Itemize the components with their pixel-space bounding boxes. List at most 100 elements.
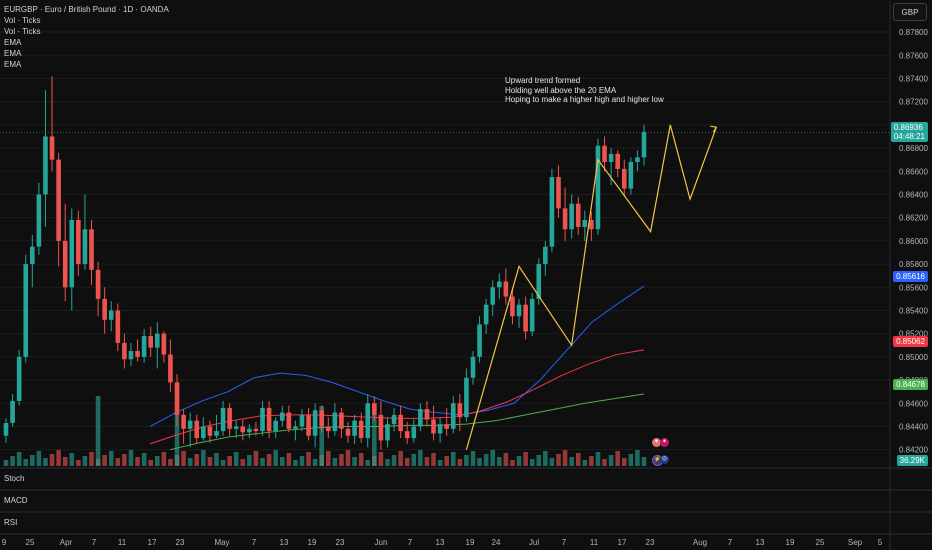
- price-tick-label: 0.86400: [899, 190, 928, 199]
- candle-body: [404, 431, 410, 439]
- price-tick-label: 0.87200: [899, 98, 928, 107]
- volume-bar: [483, 454, 489, 466]
- candle-body: [575, 203, 581, 227]
- volume-bar: [569, 457, 574, 466]
- volume-bar: [82, 456, 88, 466]
- candle-body: [372, 403, 377, 415]
- volume-bar: [102, 455, 107, 466]
- volume-bar: [549, 458, 555, 466]
- volume-bar: [161, 452, 167, 466]
- candle-body: [549, 177, 555, 247]
- stoch-pane-label[interactable]: Stoch: [4, 474, 25, 483]
- arrow-head: [710, 125, 718, 133]
- volume-bar: [437, 460, 443, 466]
- volume-bar: [562, 450, 568, 466]
- candle-body: [556, 177, 561, 209]
- flag-eu-icon[interactable]: ✶: [652, 438, 661, 447]
- time-tick-label: 13: [756, 538, 765, 547]
- volume-bar: [122, 454, 127, 466]
- volume-bar: [273, 450, 278, 466]
- volume-bar: [174, 412, 180, 466]
- volume-bar: [332, 458, 338, 466]
- rsi-pane-label[interactable]: RSI: [4, 518, 18, 527]
- indicator-ema-1[interactable]: EMA: [4, 38, 22, 47]
- volume-bar: [589, 456, 594, 466]
- volume-bar: [582, 460, 588, 466]
- candle-body: [457, 403, 463, 418]
- candle-body: [496, 281, 502, 288]
- candle-body: [562, 208, 568, 230]
- volume-bar: [490, 450, 496, 466]
- volume-bar: [424, 457, 430, 466]
- indicator-vol-2[interactable]: Vol · Ticks: [4, 27, 41, 36]
- volume-bar: [266, 454, 272, 466]
- candle-body: [536, 264, 542, 299]
- macd-pane-label[interactable]: MACD: [4, 496, 28, 505]
- volume-bar: [398, 451, 403, 466]
- time-tick-label: 7: [92, 538, 97, 547]
- time-tick-label: 9: [2, 538, 7, 547]
- ema-red-badge: 0.85062: [893, 336, 928, 347]
- volume-bar: [404, 458, 410, 466]
- volume-bars: [3, 396, 647, 466]
- volume-bar: [529, 459, 535, 466]
- candle-body: [56, 159, 61, 241]
- volume-bar: [477, 458, 482, 466]
- volume-bar: [220, 460, 226, 466]
- candle-body: [510, 296, 515, 317]
- volume-bar: [214, 453, 219, 466]
- zigzag-path: [465, 124, 717, 450]
- candle-body: [286, 412, 292, 429]
- time-tick-label: Jun: [375, 538, 388, 547]
- grid-lines: [0, 31, 890, 451]
- price-tick-label: 0.87600: [899, 51, 928, 60]
- flag-gb-icon[interactable]: ✶: [660, 438, 669, 447]
- time-tick-label: 25: [26, 538, 35, 547]
- price-tick-label: 0.85600: [899, 283, 928, 292]
- candle-body: [470, 356, 476, 378]
- price-axis: 0.878000.876000.874000.872000.870000.868…: [899, 28, 928, 455]
- candle-body: [339, 412, 344, 429]
- symbol-title[interactable]: EURGBP · Euro / British Pound · 1D · OAN…: [4, 5, 169, 14]
- candle-body: [161, 333, 167, 355]
- candle-body: [431, 419, 436, 434]
- time-tick-label: 11: [590, 538, 599, 547]
- volume-bar: [450, 452, 456, 466]
- indicator-ema-3[interactable]: EMA: [4, 60, 22, 69]
- candle-body: [516, 304, 522, 317]
- volume-bar: [496, 457, 502, 466]
- volume-bar: [352, 457, 357, 466]
- time-tick-label: 24: [492, 538, 501, 547]
- candle-body: [89, 229, 94, 270]
- time-tick-label: 19: [466, 538, 475, 547]
- candle-body: [207, 426, 213, 436]
- candle-body: [181, 414, 186, 429]
- indicator-vol-1[interactable]: Vol · Ticks: [4, 16, 41, 25]
- candle-body: [233, 426, 239, 429]
- candle-body: [450, 403, 456, 429]
- news-icon[interactable]: ◎: [660, 455, 669, 464]
- candle-body: [69, 219, 75, 288]
- volume-bar: [319, 406, 325, 466]
- volume-bar: [89, 452, 94, 466]
- volume-bar: [365, 460, 371, 466]
- volume-bar: [128, 450, 134, 466]
- candle-body: [437, 424, 443, 434]
- volume-bar: [575, 453, 581, 466]
- candle-body: [23, 264, 29, 357]
- volume-bar: [279, 457, 285, 466]
- candle-body: [418, 409, 423, 427]
- currency-button[interactable]: GBP: [893, 3, 927, 21]
- price-tick-label: 0.86600: [899, 167, 928, 176]
- candle-body: [621, 168, 627, 189]
- price-tick-label: 0.84400: [899, 422, 928, 431]
- indicator-ema-2[interactable]: EMA: [4, 49, 22, 58]
- time-tick-label: 17: [618, 538, 627, 547]
- volume-bar: [536, 455, 542, 466]
- time-tick-label: 19: [308, 538, 317, 547]
- volume-bar: [247, 455, 252, 466]
- annotation-line-3: Hoping to make a higher high and higher …: [505, 95, 664, 104]
- candle-body: [266, 407, 272, 432]
- volume-bar: [299, 456, 305, 466]
